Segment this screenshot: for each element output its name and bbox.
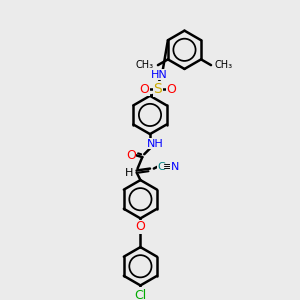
Text: CH₃: CH₃: [215, 60, 233, 70]
Text: HN: HN: [151, 70, 168, 80]
Text: O: O: [139, 82, 149, 96]
Text: O: O: [136, 220, 146, 233]
Text: N: N: [171, 162, 179, 172]
Text: C: C: [158, 162, 165, 172]
Text: NH: NH: [146, 139, 163, 149]
Text: S: S: [153, 82, 162, 96]
Text: Cl: Cl: [134, 289, 146, 300]
Text: ≡: ≡: [163, 162, 172, 172]
Text: O: O: [126, 149, 136, 162]
Text: O: O: [166, 82, 176, 96]
Text: CH₃: CH₃: [136, 60, 154, 70]
Text: H: H: [125, 168, 133, 178]
